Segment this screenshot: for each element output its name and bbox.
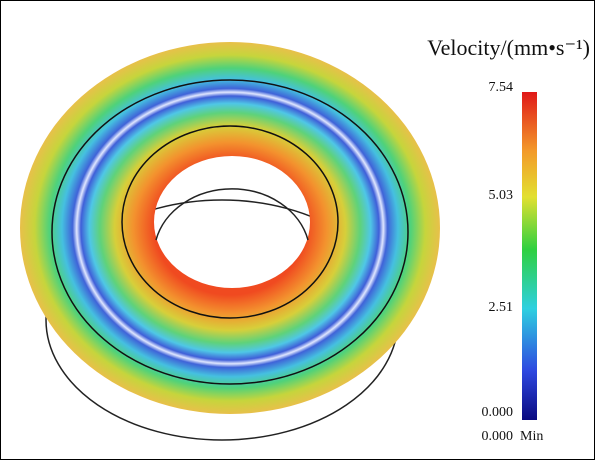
colorbar-tick: 7.54 xyxy=(489,80,514,95)
page: Velocity/(mm•s⁻¹) 7.54 5.03 2.51 0.000 0… xyxy=(0,0,595,460)
colorbar-tick: 2.51 xyxy=(489,300,514,315)
colorbar xyxy=(522,92,537,420)
legend-title: Velocity/(mm•s⁻¹) xyxy=(427,35,590,60)
figure: Velocity/(mm•s⁻¹) 7.54 5.03 2.51 0.000 0… xyxy=(0,0,595,460)
min-label: Min xyxy=(520,429,543,444)
min-value: 0.000 xyxy=(482,429,514,444)
colorbar-tick: 0.000 xyxy=(482,405,514,420)
colorbar-tick: 5.03 xyxy=(489,188,514,203)
